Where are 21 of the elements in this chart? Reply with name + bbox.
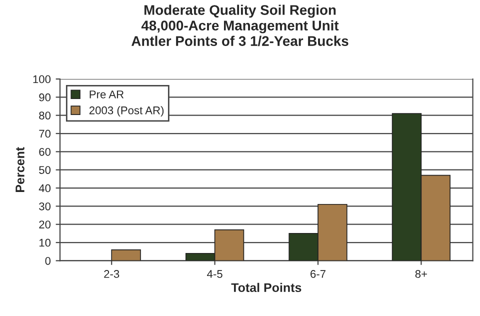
x-tick-label: 8+ [415,270,427,278]
y-tick-label: 40 [38,184,51,192]
y-tick-label: 60 [39,148,51,156]
y-tick-label: 90 [39,93,51,102]
y-tick-label: 20 [39,220,51,228]
y-axis-title: Percent [16,147,24,192]
chart-title: Moderate Quality Soil Region 48,000-Acre Management Unit Antler Points of 3 1/2-Year Bucks [132,4,348,46]
legend-label: 2003 (Post AR) [89,106,164,116]
y-tick-label: 100 [33,75,51,84]
x-axis-title: Total Points [231,282,302,292]
y-tick-label: 30 [39,202,51,210]
y-tick-label: 70 [39,130,51,138]
x-tick-label: 6-7 [310,270,326,278]
bar [111,249,141,261]
y-tick-label: 50 [39,166,51,174]
x-tick-label: 2-3 [104,270,120,278]
x-tick-label: 4-5 [207,270,222,278]
y-tick-label: 0 [45,256,51,265]
legend-label: Pre AR [90,90,124,98]
y-tick-label: 10 [39,238,51,247]
y-tick-label: 80 [39,112,51,120]
